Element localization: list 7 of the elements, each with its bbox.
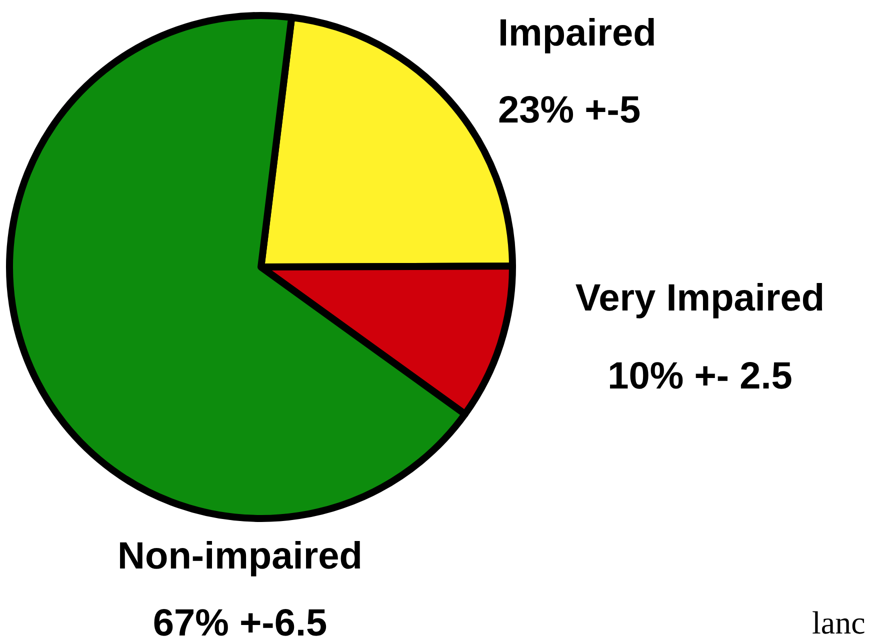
text: lanc xyxy=(812,604,866,640)
slice-label: Non-impaired xyxy=(118,535,362,578)
data-label: 67% +-6.5 xyxy=(152,602,328,644)
data-label: 10% +- 2.5 xyxy=(608,355,792,398)
slice-label: Impaired xyxy=(498,12,656,54)
slice-label: Very Impaired xyxy=(575,277,825,320)
data-label: 23% +-5 xyxy=(498,89,641,132)
